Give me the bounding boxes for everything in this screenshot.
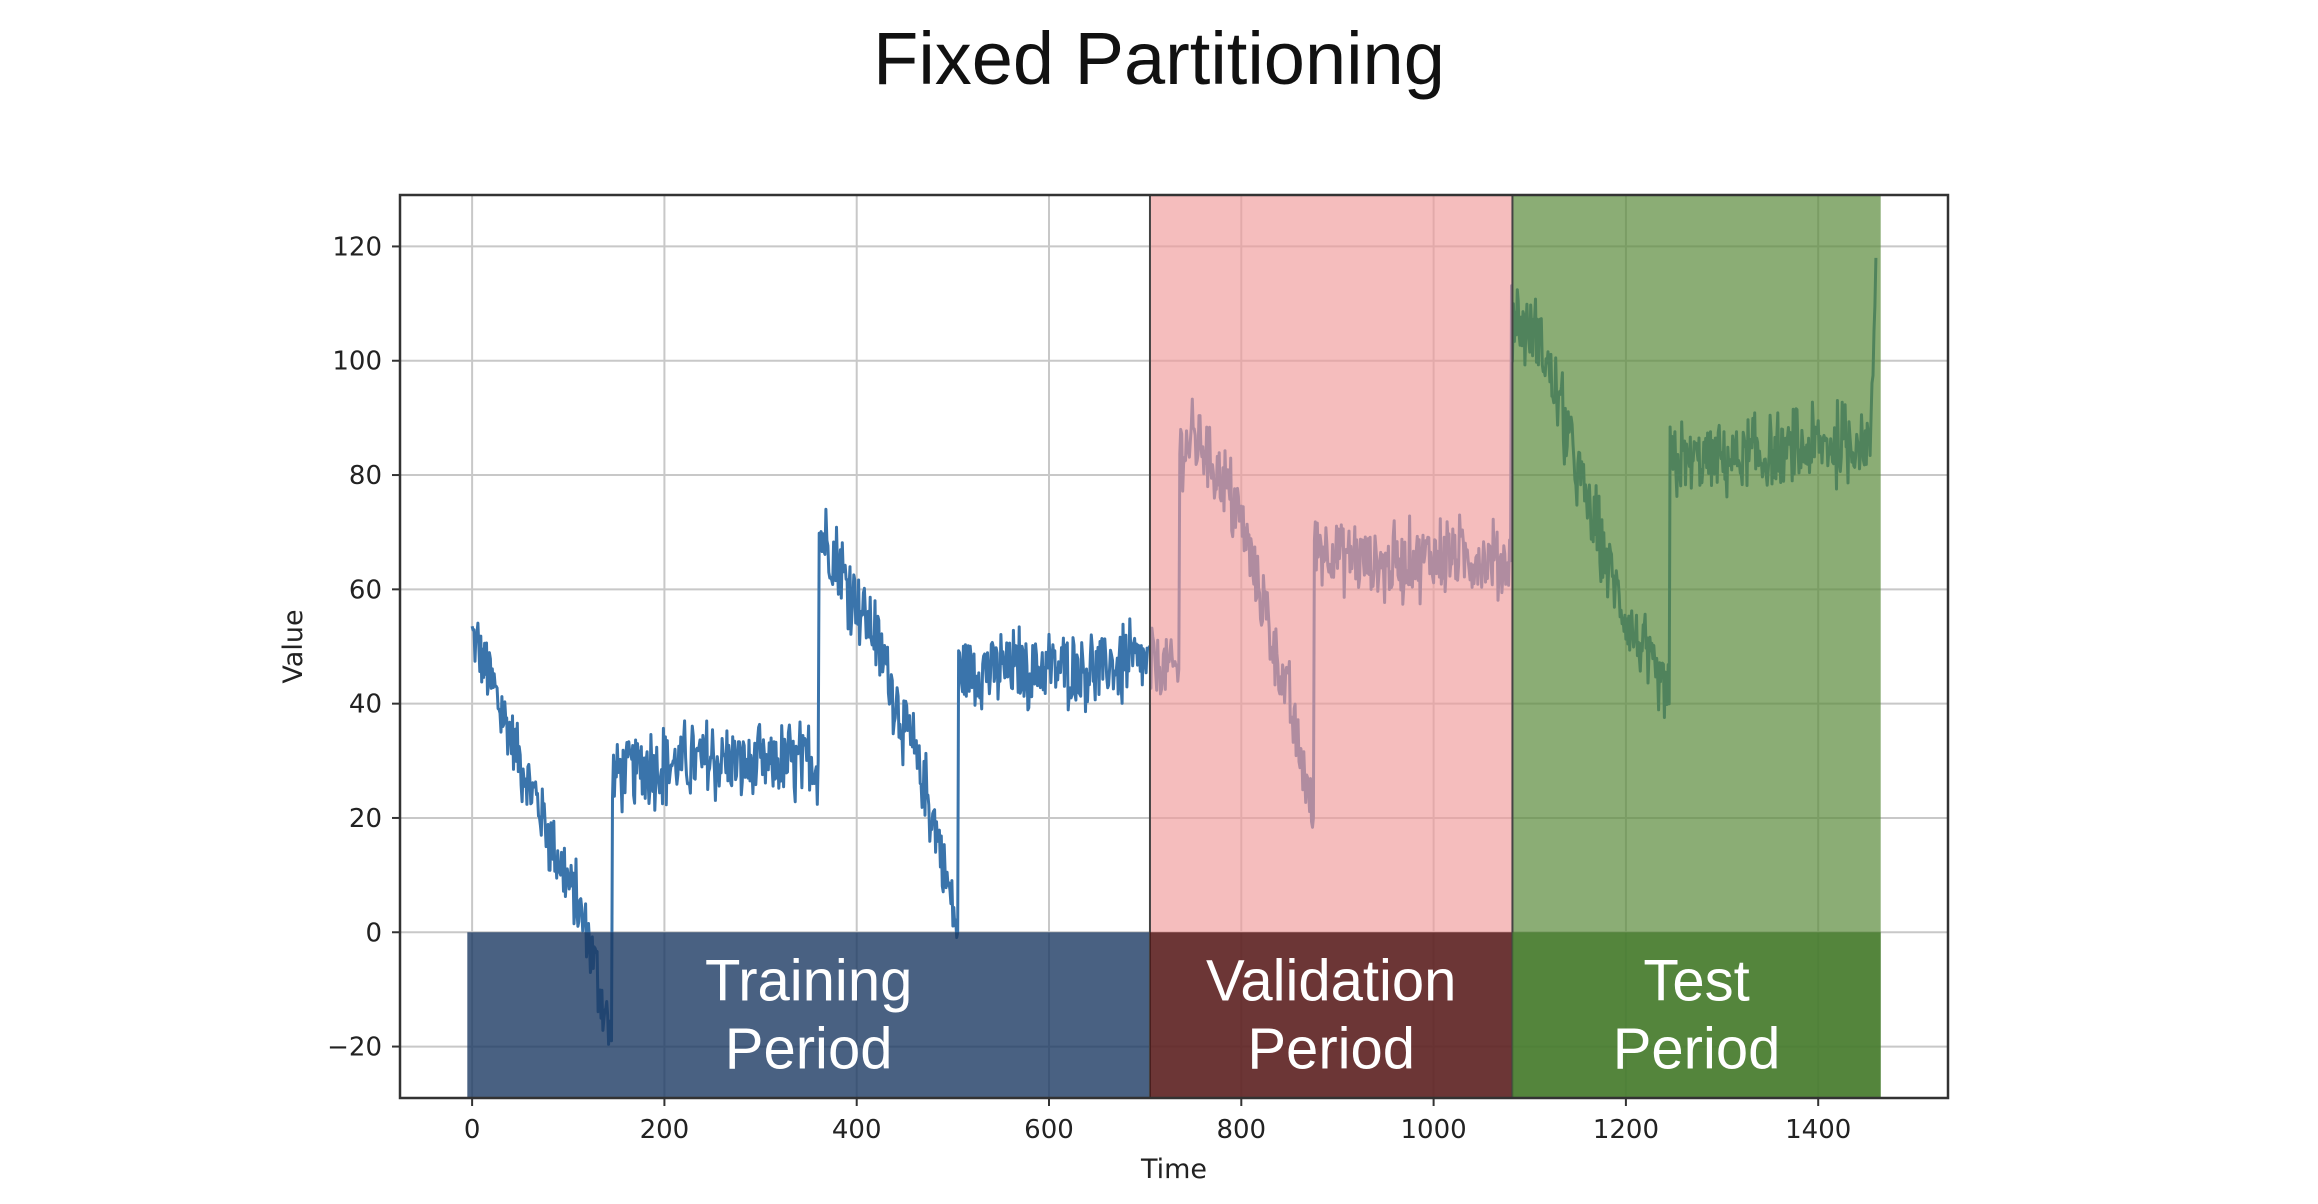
y-axis-label: Value: [278, 609, 309, 683]
y-tick-label: 20: [349, 804, 382, 834]
training-label-line1: Training: [705, 948, 912, 1013]
test-label-line2: Period: [1613, 1016, 1781, 1081]
x-tick-label: 800: [1216, 1115, 1266, 1145]
x-tick-label: 0: [464, 1115, 481, 1145]
validation-label-line1: Validation: [1206, 948, 1456, 1013]
x-tick-label: 200: [640, 1115, 690, 1145]
y-tick-label: 100: [332, 347, 382, 377]
y-tick-label: 0: [365, 918, 382, 948]
test-period-bar: [1512, 932, 1881, 1098]
y-tick-label: 60: [349, 575, 382, 605]
y-tick-label: 120: [332, 232, 382, 262]
x-tick-label: 600: [1024, 1115, 1074, 1145]
slide-title: Fixed Partitioning: [873, 17, 1445, 100]
x-tick-label: 1000: [1401, 1115, 1467, 1145]
x-tick-label: 400: [832, 1115, 882, 1145]
y-tick-label: 40: [349, 690, 382, 720]
axes: 0 200 400 600 800 1000 1200 1400 −20 0 20 40 60 80 100…: [278, 193, 1950, 1185]
period-bands: [467, 195, 1881, 1098]
x-tick-label: 1200: [1593, 1115, 1659, 1145]
validation-label-line2: Period: [1247, 1016, 1415, 1081]
y-tick-label: −20: [327, 1033, 382, 1063]
y-tick-label: 80: [349, 461, 382, 491]
plot-frame: [398, 193, 1950, 1100]
training-label-line2: Period: [725, 1016, 893, 1081]
test-label-line1: Test: [1643, 948, 1749, 1013]
x-axis-label: Time: [1140, 1154, 1207, 1185]
training-period-bar: [467, 932, 1150, 1098]
validation-period-bar: [1149, 932, 1513, 1098]
x-tick-label: 1400: [1785, 1115, 1851, 1145]
